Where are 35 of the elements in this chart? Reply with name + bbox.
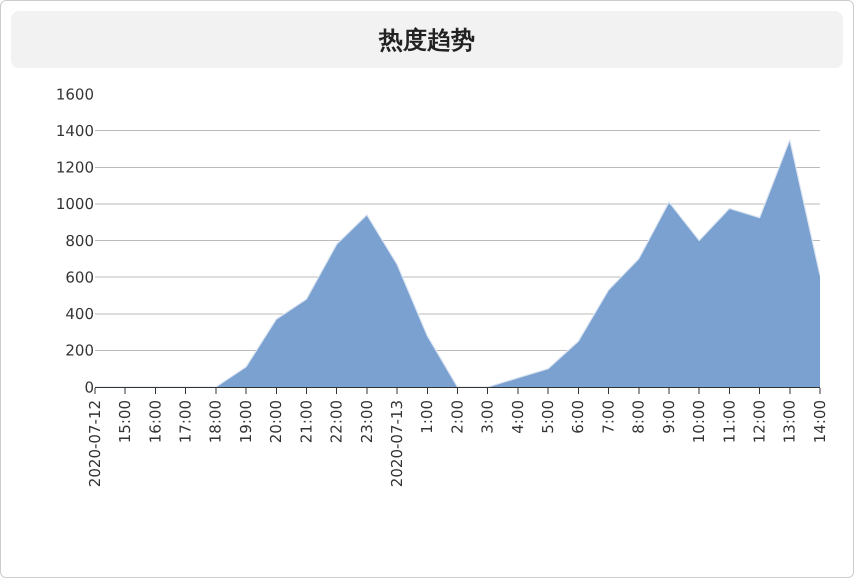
x-tick-label: 21:00 [297, 400, 316, 444]
y-tick-label: 800 [65, 232, 94, 250]
x-tick-label: 10:00 [690, 400, 708, 444]
x-tick-label: 6:00 [569, 400, 588, 434]
x-tick-label: 7:00 [599, 400, 618, 434]
x-tick-label: 22:00 [328, 400, 346, 444]
y-tick-label: 400 [65, 305, 94, 323]
y-tick-label: 1400 [56, 122, 94, 140]
x-tick-label: 8:00 [630, 400, 648, 434]
x-tick-label: 14:00 [810, 400, 829, 444]
chart-title: 热度趋势 [11, 11, 843, 68]
x-tick-label: 3:00 [478, 400, 497, 434]
x-tick-label: 2020-07-12 [86, 400, 104, 488]
x-tick-label: 2:00 [448, 400, 466, 434]
x-tick-label: 2020-07-13 [388, 400, 406, 488]
x-tick-label: 1:00 [418, 400, 436, 434]
x-tick-label: 23:00 [358, 400, 376, 444]
x-tick-label: 11:00 [720, 400, 738, 444]
x-tick-label: 5:00 [539, 400, 558, 434]
x-tick-label: 19:00 [236, 400, 255, 444]
x-tick-label: 20:00 [267, 400, 286, 444]
x-tick-label: 15:00 [116, 400, 134, 444]
y-tick-label: 1200 [56, 158, 94, 176]
x-tick-label: 17:00 [176, 400, 195, 444]
x-tick-label: 16:00 [146, 400, 164, 444]
x-tick-label: 9:00 [660, 400, 678, 434]
y-tick-label: 1000 [56, 195, 94, 214]
y-tick-label: 600 [65, 268, 94, 286]
x-tick-label: 18:00 [206, 400, 225, 444]
y-tick-label: 200 [65, 342, 94, 360]
x-tick-label: 12:00 [750, 400, 768, 444]
y-tick-label: 1600 [56, 85, 94, 104]
y-tick-label: 0 [84, 378, 94, 396]
x-tick-label: 4:00 [508, 400, 527, 434]
x-tick-label: 13:00 [780, 400, 799, 444]
